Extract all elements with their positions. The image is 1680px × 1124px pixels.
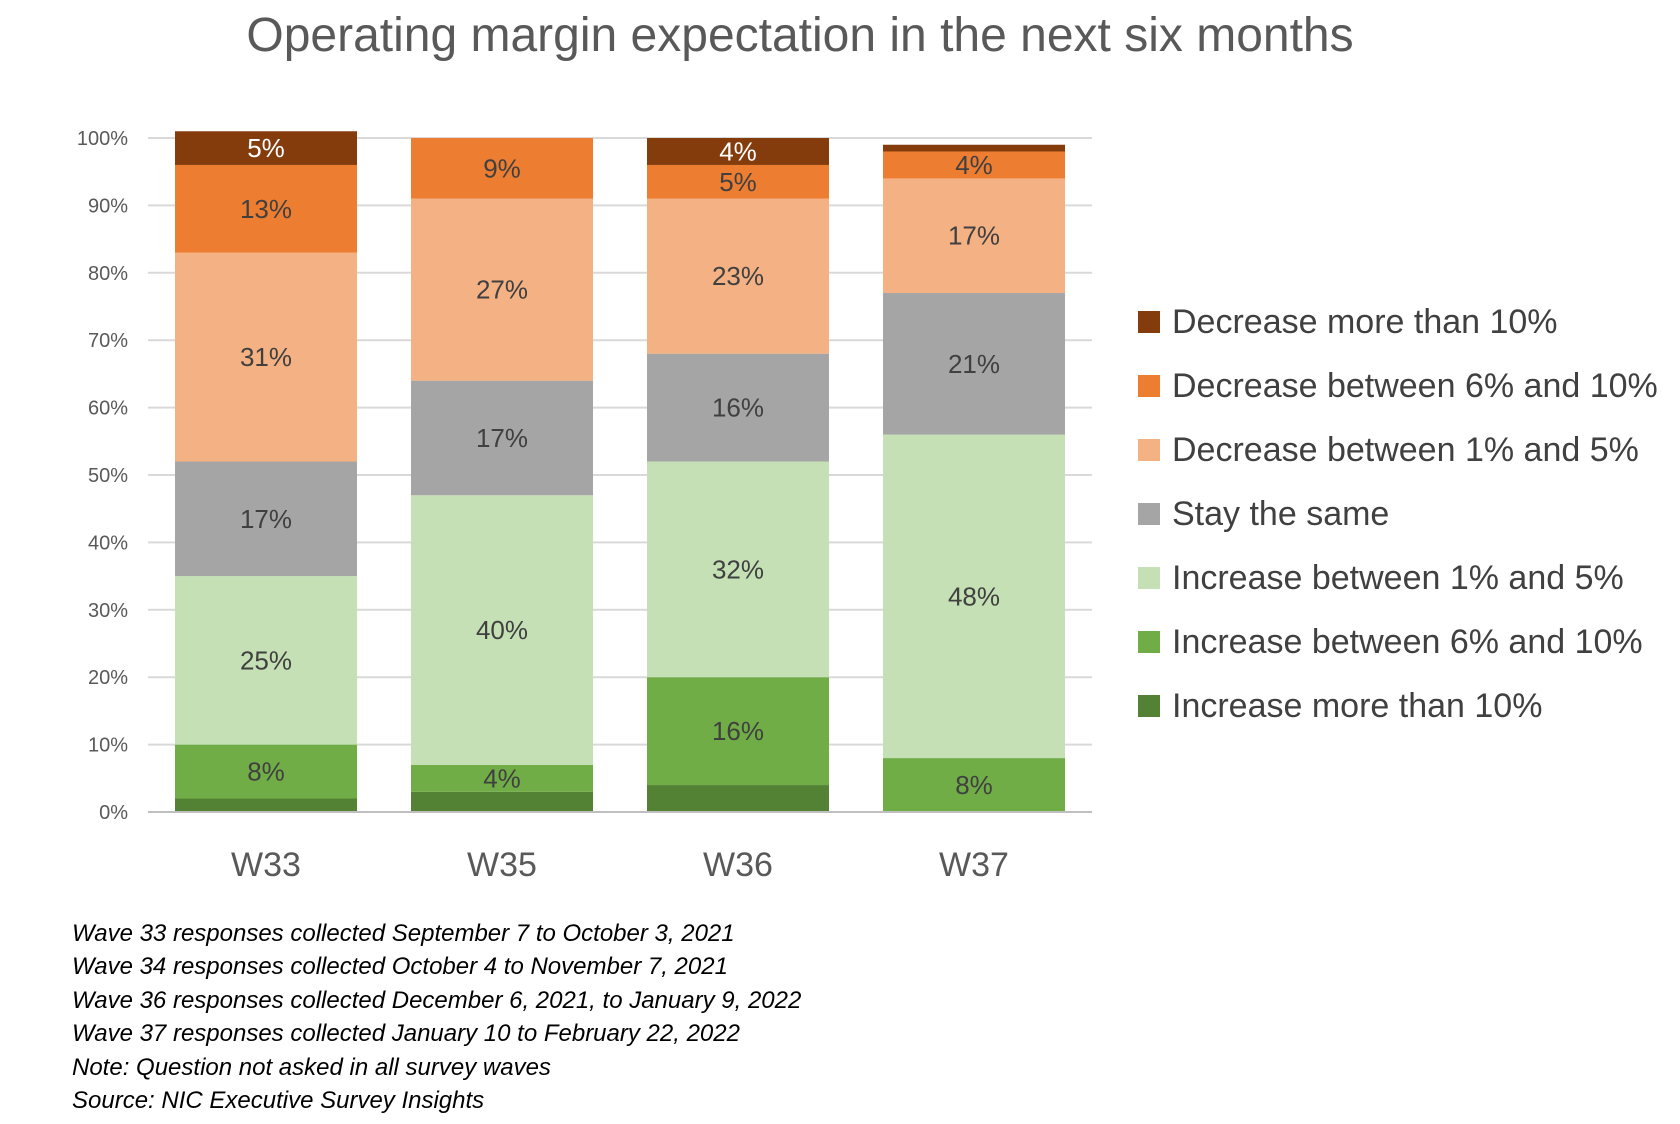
data-label: 13% (240, 194, 292, 224)
y-tick-label: 70% (88, 330, 128, 352)
bar-segment (883, 293, 1065, 435)
data-label: 4% (483, 763, 521, 793)
data-label: 25% (240, 645, 292, 675)
data-label: 40% (476, 615, 528, 645)
y-tick-label: 20% (88, 667, 128, 689)
legend-swatch (1138, 503, 1160, 525)
footnote-wave-37: Wave 37 responses collected January 10 t… (72, 1020, 740, 1048)
bar-segment (411, 138, 593, 199)
data-label: 9% (483, 153, 521, 183)
bar-segment (411, 380, 593, 496)
data-label: 8% (247, 757, 285, 787)
y-tick-label: 40% (88, 532, 128, 554)
bar-segment (411, 764, 593, 792)
bar-segment (647, 785, 829, 812)
legend-swatch (1138, 631, 1160, 653)
legend-label: Decrease between 1% and 5% (1172, 430, 1639, 469)
data-label: 23% (712, 261, 764, 291)
chart-legend: Decrease more than 10% Decrease between … (1138, 290, 1658, 738)
y-tick-label: 50% (88, 465, 128, 487)
bar-segment (175, 744, 357, 799)
bar-segment (647, 677, 829, 786)
bar-segment (883, 178, 1065, 294)
footnote-question-note: Note: Question not asked in all survey w… (72, 1053, 551, 1081)
data-label: 48% (948, 581, 1000, 611)
legend-item-stay-same: Stay the same (1138, 482, 1658, 546)
legend-item-increase-more-10: Increase more than 10% (1138, 674, 1658, 738)
bar-segment (647, 353, 829, 462)
data-label: 27% (476, 275, 528, 305)
legend-item-increase-6-10: Increase between 6% and 10% (1138, 610, 1658, 674)
footnote-wave-34: Wave 34 responses collected October 4 to… (72, 953, 728, 981)
legend-label: Stay the same (1172, 494, 1390, 533)
legend-swatch (1138, 375, 1160, 397)
footnotes: Wave 33 responses collected September 7 … (72, 917, 801, 1117)
data-label: 17% (240, 504, 292, 534)
legend-item-decrease-more-10: Decrease more than 10% (1138, 290, 1658, 354)
bar-segment (411, 495, 593, 765)
bar-segment (175, 164, 357, 253)
bar-segment (647, 461, 829, 678)
bar-segment (411, 791, 593, 812)
data-label: 32% (712, 554, 764, 584)
data-label: 16% (712, 716, 764, 746)
data-label: 4% (719, 136, 757, 166)
legend-item-decrease-1-5: Decrease between 1% and 5% (1138, 418, 1658, 482)
data-label: 5% (719, 167, 757, 197)
legend-swatch (1138, 311, 1160, 333)
legend-label: Increase between 6% and 10% (1172, 622, 1643, 661)
data-label: 21% (948, 349, 1000, 379)
chart-title: Operating margin expectation in the next… (246, 9, 1354, 62)
legend-item-decrease-6-10: Decrease between 6% and 10% (1138, 354, 1658, 418)
bar-segment (647, 138, 829, 165)
bar-segment (647, 198, 829, 354)
bar-segment (411, 198, 593, 381)
legend-swatch (1138, 695, 1160, 717)
data-label: 8% (955, 770, 993, 800)
data-label: 31% (240, 342, 292, 372)
y-tick-label: 60% (88, 398, 128, 420)
stacked-bar-chart: 0% 10% 20% 30% 40% 50% 60% 70% 80% 90% 100% 8% 25% 17… (77, 128, 1092, 884)
x-tick-label: W33 (231, 846, 301, 884)
footnote-wave-36: Wave 36 responses collected December 6, … (72, 986, 802, 1014)
data-label: 5% (247, 133, 285, 163)
bar-segment (175, 131, 357, 165)
data-label: 17% (476, 423, 528, 453)
footnote-source: Source: NIC Executive Survey Insights (72, 1087, 485, 1115)
y-tick-label: 80% (88, 263, 128, 285)
bar-segment (175, 576, 357, 745)
data-label: 4% (955, 150, 993, 180)
bar-segment (883, 434, 1065, 759)
y-tick-label: 100% (77, 128, 128, 150)
footnote-wave-33: Wave 33 responses collected September 7 … (72, 920, 735, 947)
legend-swatch (1138, 439, 1160, 461)
bar-segment (175, 798, 357, 812)
legend-label: Increase more than 10% (1172, 686, 1543, 725)
legend-swatch (1138, 567, 1160, 589)
bar-segment (175, 252, 357, 462)
data-label: 16% (712, 393, 764, 423)
bar-segment (175, 461, 357, 577)
y-tick-label: 10% (88, 735, 128, 757)
x-tick-label: W36 (703, 846, 773, 884)
bar-segment (883, 758, 1065, 812)
bar-segment (883, 144, 1065, 152)
bar-segment (647, 164, 829, 199)
legend-label: Decrease more than 10% (1172, 302, 1558, 341)
bar-segment (883, 151, 1065, 179)
y-tick-label: 30% (88, 600, 128, 622)
legend-label: Decrease between 6% and 10% (1172, 366, 1658, 405)
x-tick-label: W35 (467, 846, 537, 884)
legend-item-increase-1-5: Increase between 1% and 5% (1138, 546, 1658, 610)
legend-label: Increase between 1% and 5% (1172, 558, 1624, 597)
y-tick-label: 0% (99, 802, 128, 824)
data-label: 17% (948, 221, 1000, 251)
x-tick-label: W37 (939, 846, 1009, 884)
y-tick-label: 90% (88, 195, 128, 217)
